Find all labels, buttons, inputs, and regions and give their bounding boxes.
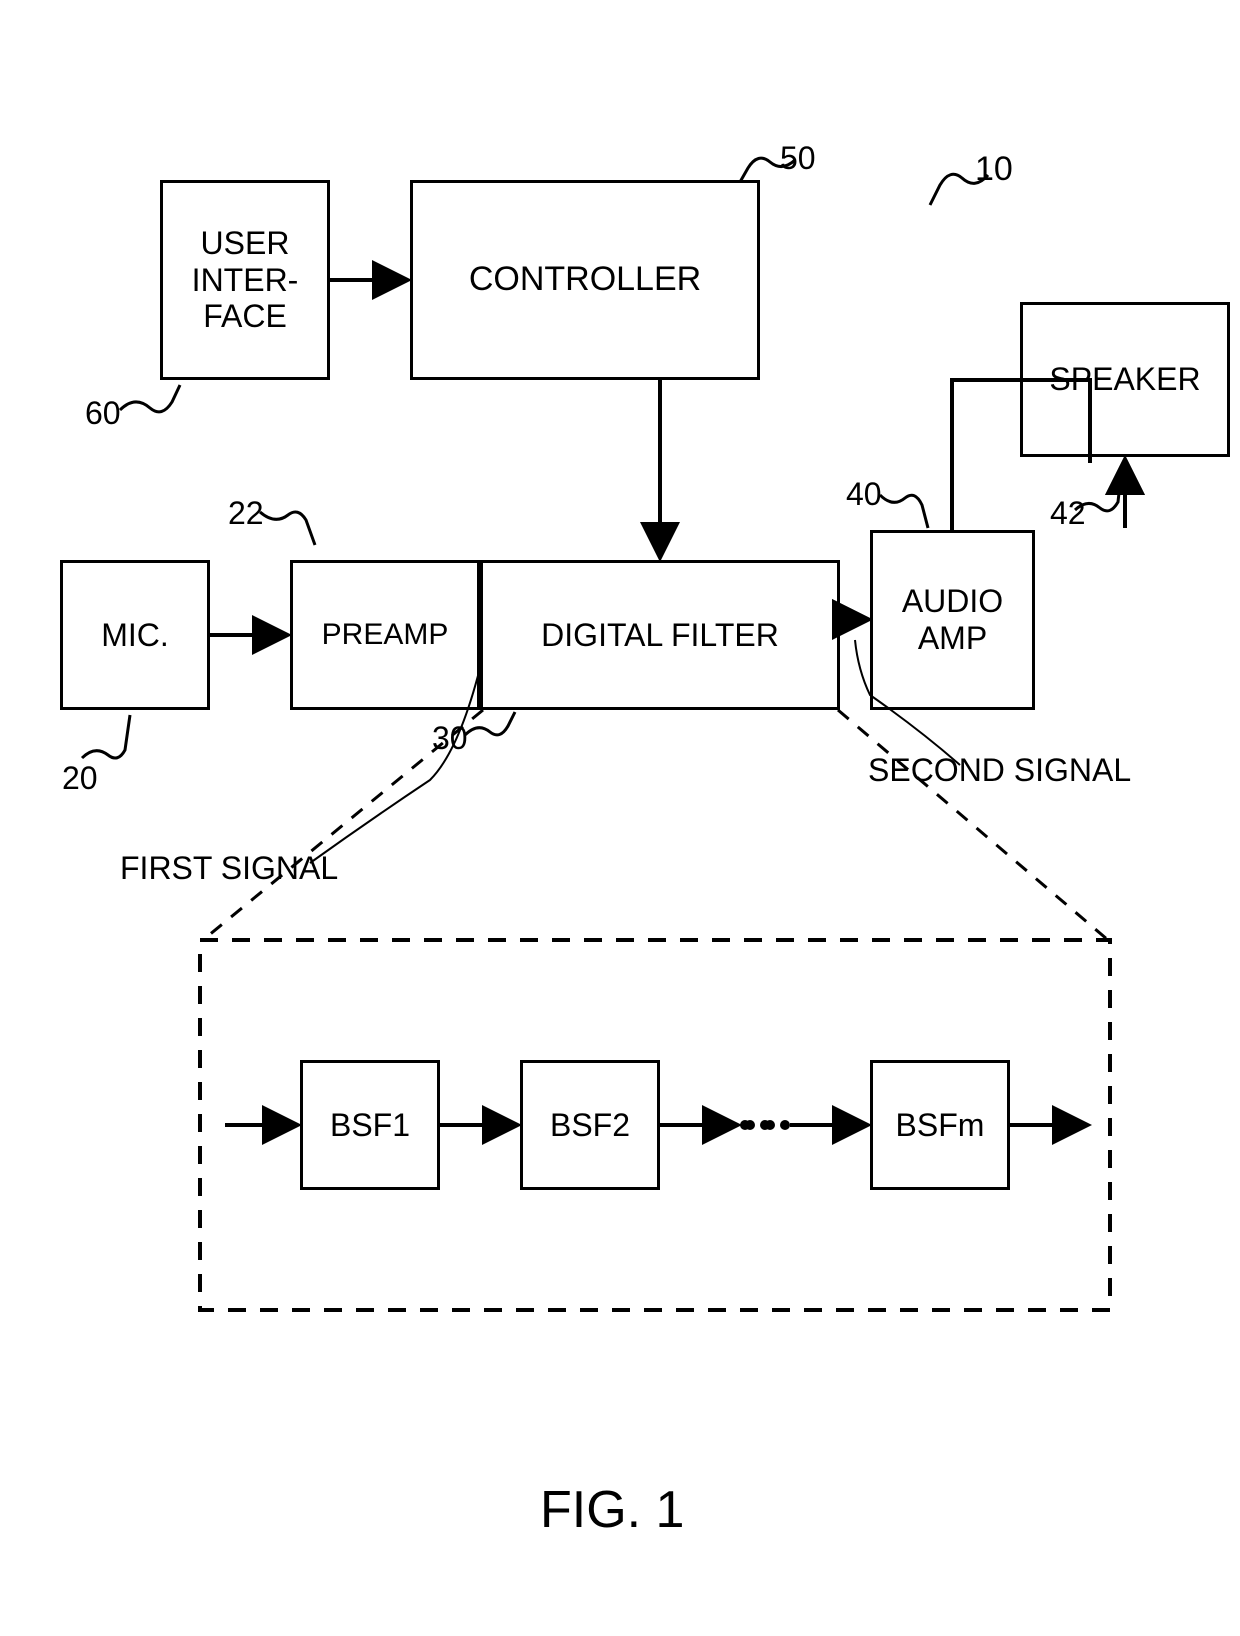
ellipsis-dot: [745, 1120, 755, 1130]
ref-system: 10: [975, 150, 1013, 189]
block-preamp: PREAMP: [290, 560, 480, 710]
block-bsf2: BSF2: [520, 1060, 660, 1190]
leader-22: [260, 512, 315, 545]
block-digital-filter: DIGITAL FILTER: [480, 560, 840, 710]
block-digital-filter-label: DIGITAL FILTER: [541, 617, 779, 654]
block-bsf2-label: BSF2: [550, 1107, 630, 1144]
block-mic: MIC.: [60, 560, 210, 710]
ref-controller: 50: [780, 140, 816, 177]
label-first-signal: FIRST SIGNAL: [120, 850, 338, 887]
dashed-leader-right: [838, 710, 1108, 940]
block-audio-amp: AUDIO AMP: [870, 530, 1035, 710]
leader-60: [120, 385, 180, 412]
block-user-interface-label: USER INTER- FACE: [192, 225, 299, 335]
ref-mic: 20: [62, 760, 98, 797]
ref-preamp: 22: [228, 495, 264, 532]
figure-canvas: { "figure": { "caption": "FIG. 1", "capt…: [0, 0, 1240, 1636]
block-controller-label: CONTROLLER: [469, 260, 701, 299]
ref-digital-filter: 30: [432, 720, 468, 757]
figure-caption: FIG. 1: [540, 1480, 684, 1540]
block-audio-amp-label: AUDIO AMP: [902, 583, 1003, 657]
ref-speaker: 42: [1050, 495, 1086, 532]
ref-user-interface: 60: [85, 395, 121, 432]
leader-40: [880, 495, 928, 528]
leader-30: [465, 712, 515, 735]
block-bsf1-label: BSF1: [330, 1107, 410, 1144]
label-second-signal: SECOND SIGNAL: [868, 752, 1131, 789]
block-user-interface: USER INTER- FACE: [160, 180, 330, 380]
leader-20: [82, 715, 130, 758]
block-preamp-label: PREAMP: [322, 618, 449, 653]
block-bsfm: BSFm: [870, 1060, 1010, 1190]
ellipsis-dot: [765, 1120, 775, 1130]
ref-audio-amp: 40: [846, 476, 882, 513]
block-controller: CONTROLLER: [410, 180, 760, 380]
ellipsis: [740, 1120, 790, 1130]
block-speaker-label: SPEAKER: [1049, 361, 1200, 398]
block-speaker: SPEAKER: [1020, 302, 1230, 457]
block-mic-label: MIC.: [101, 617, 169, 654]
block-bsf1: BSF1: [300, 1060, 440, 1190]
block-bsfm-label: BSFm: [896, 1107, 985, 1144]
